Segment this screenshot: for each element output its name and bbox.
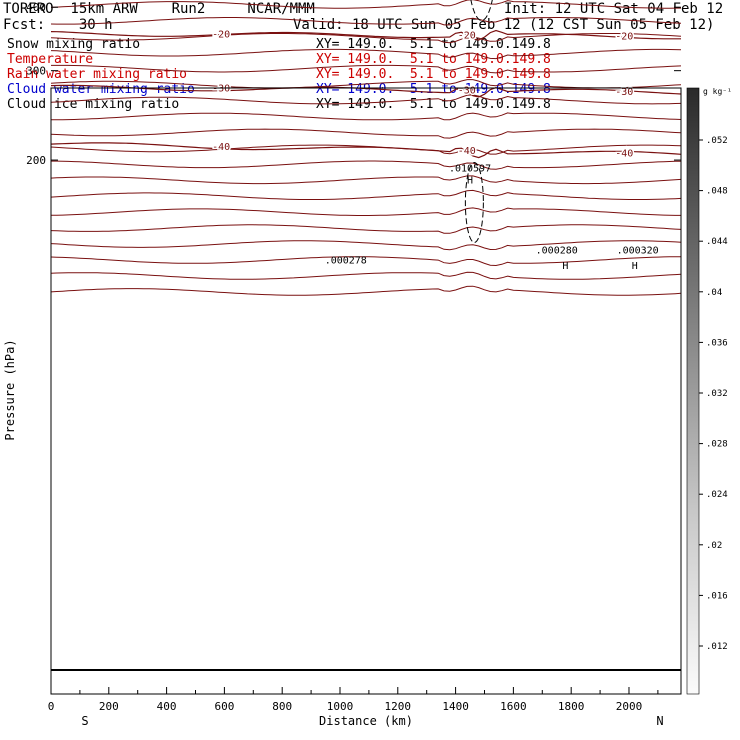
colorbar-tick-label: .036 (706, 338, 728, 348)
y-axis: 2003004005006007008009001000 (26, 1, 681, 167)
x-tick-label: 1800 (558, 700, 585, 713)
x-tick-label: 200 (99, 700, 119, 713)
x-axis: 0 200 400 600 800 1000 1200 1400 1600 1800 2000 (48, 687, 659, 713)
isotherm-line (50, 144, 682, 155)
max-label: .010597 (449, 163, 491, 174)
plot-frame (50, 87, 682, 695)
isotherm-label: -20 (212, 29, 230, 40)
isotherm-label: -30 (458, 86, 476, 97)
isotherm-label: -40 (615, 149, 633, 160)
colorbar-tick-label: .024 (706, 490, 728, 500)
x-tick-label: 400 (157, 700, 177, 713)
x-tick-label: 1200 (385, 700, 412, 713)
colorbar-tick-label: .04 (706, 288, 722, 298)
isotherm-label: -40 (458, 146, 476, 157)
isotherm-line (50, 189, 682, 200)
isotherm-line (51, 112, 682, 121)
colorbar: .052 .048 .044 .04 .036 .032 .028 .024 .02 .016 .0… (686, 87, 728, 695)
isotherm-line (51, 160, 682, 170)
isotherm-line (50, 256, 681, 267)
colorbar-tick-label: .016 (706, 591, 728, 601)
north-endpoint: N (656, 714, 663, 728)
isotherm-line (51, 64, 682, 74)
max-label: H (467, 175, 473, 186)
isotherm-line (50, 79, 682, 89)
isotherm-labeled (50, 84, 682, 98)
colorbar-tick-label: .028 (706, 440, 728, 450)
isotherm-line (50, 175, 682, 185)
forecast-hour: Fcst: 30 h (3, 17, 113, 33)
colorbar-tick-label: .012 (706, 642, 728, 652)
colorbar-tick-label: .048 (706, 187, 728, 197)
field-name-snow: Snow mixing ratio (7, 37, 141, 52)
x-tick-label: 600 (214, 700, 234, 713)
field-xy-temperature: XY= 149.0. 5.1 to 149.0.149.8 (316, 52, 551, 67)
isotherm-line (50, 94, 682, 105)
isotherm-label: -40 (212, 142, 230, 153)
valid-time: Valid: 18 UTC Sun 05 Feb 12 (12 CST Sun … (293, 17, 715, 33)
max-label: H (632, 261, 638, 272)
isotherm-line (50, 224, 682, 234)
colorbar-tick-label: .044 (706, 237, 728, 247)
max-label: .000278 (325, 256, 367, 267)
isotherm-line (50, 48, 682, 60)
x-tick-label: 0 (48, 700, 55, 713)
isotherm-line (50, 271, 682, 280)
colorbar-unit: g kg⁻¹ (703, 87, 732, 96)
colorbar-tick-label: .02 (706, 541, 722, 551)
x-tick-label: 1400 (442, 700, 469, 713)
isotherm-line (50, 240, 682, 251)
max-label: .000320 (617, 245, 659, 256)
y-tick-label: 200 (26, 154, 46, 167)
ice-contour-upper (464, 161, 484, 243)
isotherm-line (50, 207, 681, 216)
temperature-isotherms: -40-40-40-30-30-30-20-20-20-10-10-100001… (50, 0, 682, 296)
field-name-cloud-water: Cloud water mixing ratio (7, 82, 195, 97)
isotherm-label: -30 (212, 84, 230, 95)
y-tick-label: 400 (26, 1, 46, 14)
isotherm-line (50, 0, 681, 9)
y-axis-label: Pressure (hPa) (3, 339, 17, 440)
colorbar-tick-label: .032 (706, 389, 728, 399)
x-tick-label: 1000 (327, 700, 354, 713)
cloud-ice-contours (464, 0, 493, 243)
contour-max-labels: H.010597.000278H.000280H.000320H.122026.… (325, 163, 659, 272)
field-name-cloud-ice: Cloud ice mixing ratio (7, 97, 180, 112)
isotherm-line (50, 285, 682, 296)
isotherm-line (50, 17, 682, 26)
isotherm-label: -30 (615, 87, 633, 98)
isotherm-line (50, 128, 682, 139)
colorbar-tick-label: .052 (706, 136, 728, 146)
max-label: H (562, 261, 568, 272)
x-tick-label: 2000 (616, 700, 643, 713)
isotherm-label: -20 (458, 31, 476, 42)
south-endpoint: S (81, 714, 88, 728)
model-title: TORERO 15km ARW Run2 NCAR/MMM (3, 1, 315, 17)
max-label: .000280 (536, 245, 578, 256)
colorbar-fill (686, 87, 700, 695)
isotherm-labeled (50, 29, 681, 41)
isotherm-line (50, 33, 682, 44)
x-tick-label: 800 (272, 700, 292, 713)
y-tick-label: 300 (26, 65, 46, 78)
x-axis-label: Distance (km) (319, 714, 413, 728)
isotherm-label: -20 (615, 31, 633, 42)
field-xy-cloud-ice: XY= 149.0. 5.1 to 149.0.149.8 (316, 97, 551, 112)
x-tick-label: 1600 (500, 700, 527, 713)
isotherm-labeled (50, 142, 682, 159)
ice-contour-mid (470, 0, 493, 21)
field-name-temperature: Temperature (7, 52, 94, 67)
